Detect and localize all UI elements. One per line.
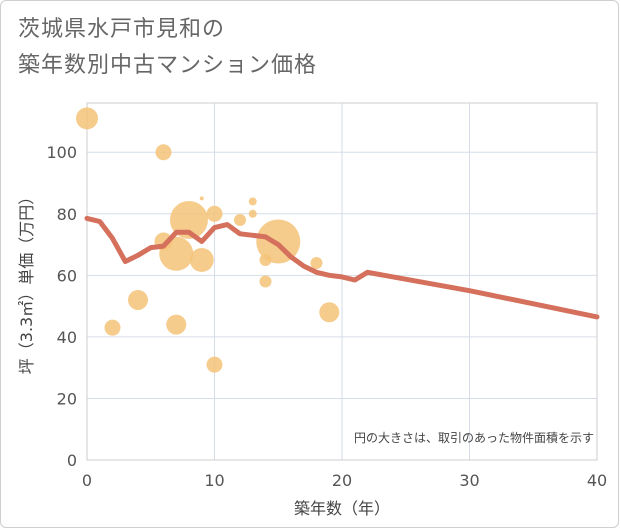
data-bubble <box>166 314 187 335</box>
x-axis-ticks: 0 10 20 30 40 <box>82 471 607 490</box>
y-tick-label: 100 <box>46 143 77 162</box>
y-tick-label: 60 <box>57 266 77 285</box>
y-axis-title: 坪（3.3㎡）単価（万円） <box>17 189 36 374</box>
x-tick-label: 30 <box>459 471 479 490</box>
x-axis-title: 築年数（年） <box>294 499 390 518</box>
data-bubble <box>155 144 172 161</box>
x-tick-label: 20 <box>332 471 352 490</box>
data-bubble <box>248 209 257 218</box>
y-tick-label: 80 <box>57 205 77 224</box>
trend-line-layer <box>84 215 600 320</box>
trend-line <box>84 215 600 320</box>
data-bubble <box>259 275 272 288</box>
data-bubble <box>76 107 98 130</box>
data-bubble <box>159 236 194 271</box>
data-bubble <box>189 247 214 272</box>
data-bubble <box>170 200 208 239</box>
chart-title: 茨城県水戸市見和の 築年数別中古マンション価格 <box>18 12 317 84</box>
x-tick-label: 10 <box>204 471 224 490</box>
y-tick-label: 20 <box>57 389 77 408</box>
chart-title-line-2: 築年数別中古マンション価格 <box>18 53 318 78</box>
data-bubble <box>248 197 257 206</box>
data-bubble <box>319 302 340 323</box>
chart-title-line-1: 茨城県水戸市見和の <box>18 17 226 42</box>
x-tick-label: 40 <box>587 471 607 490</box>
data-bubble <box>310 257 323 270</box>
data-bubble <box>206 356 223 373</box>
data-bubble <box>104 319 121 336</box>
bubble-size-note: 円の大きさは、取引のあった物件面積を示す <box>354 430 594 445</box>
data-bubble <box>199 196 204 201</box>
data-bubble <box>206 205 223 222</box>
plot-area-border <box>86 102 598 461</box>
x-tick-label: 0 <box>82 471 92 490</box>
y-tick-label: 40 <box>57 328 77 347</box>
data-bubble <box>128 289 148 310</box>
data-bubble <box>234 213 246 226</box>
y-axis-ticks: 0 20 40 60 80 100 <box>46 143 77 470</box>
y-tick-label: 0 <box>67 451 77 470</box>
